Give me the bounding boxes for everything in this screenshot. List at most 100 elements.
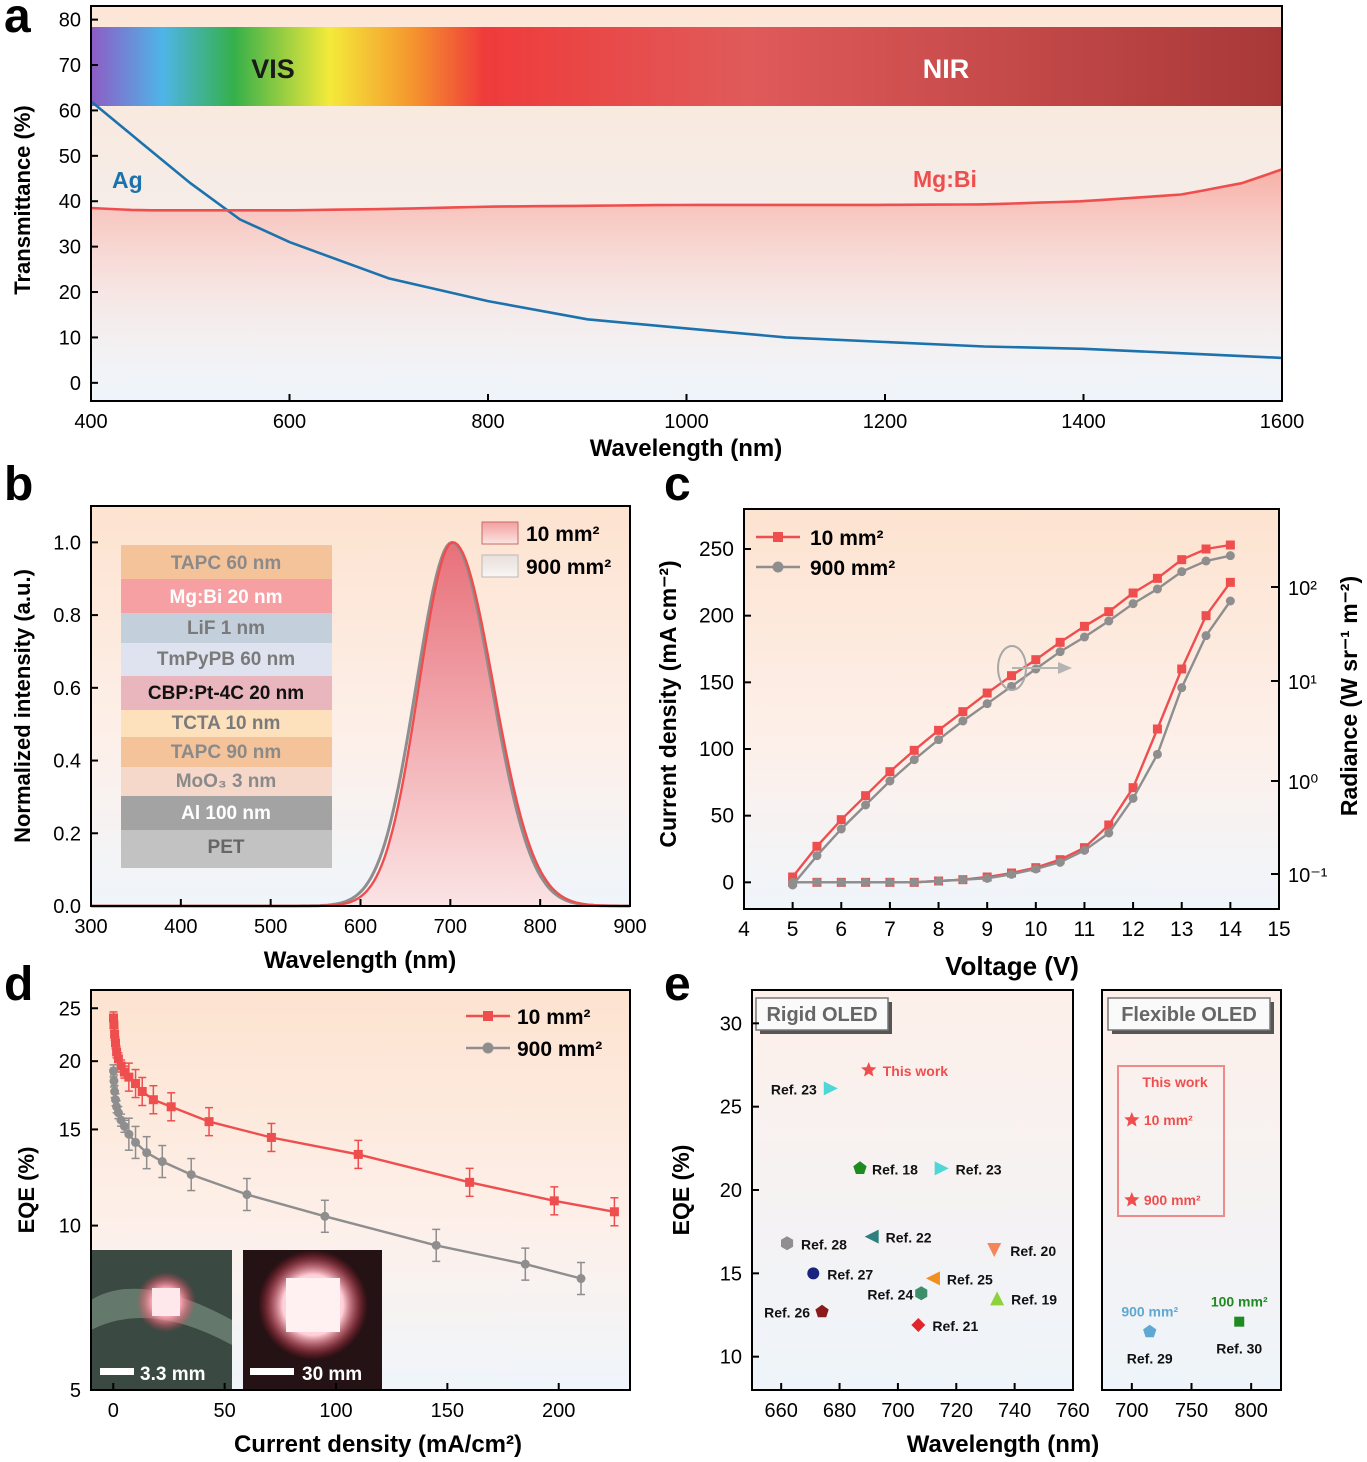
eqe-marker bbox=[110, 1029, 120, 1039]
current-marker bbox=[1201, 556, 1211, 566]
point-label: Ref. 18 bbox=[872, 1161, 918, 1177]
panel-c-xtick-label: 12 bbox=[1121, 918, 1144, 941]
triangle-marker bbox=[823, 1081, 838, 1096]
rigid-title: Rigid OLED bbox=[766, 1004, 877, 1026]
eqe-marker bbox=[108, 1013, 118, 1023]
panel-e-rigid-xtick-label: 740 bbox=[998, 1400, 1031, 1422]
eqe-marker bbox=[124, 1129, 134, 1139]
eqe-marker bbox=[166, 1102, 176, 1112]
eqe-marker bbox=[131, 1079, 141, 1089]
eqe-marker bbox=[112, 1047, 122, 1057]
panel-e-rigid-ytick-label: 15 bbox=[720, 1263, 742, 1285]
panel-c-legend-900mm2: 900 mm² bbox=[810, 557, 895, 580]
stack-layer bbox=[121, 796, 332, 830]
panel-b-xtick-label: 300 bbox=[74, 916, 107, 938]
panel-c-ytick-label: 50 bbox=[711, 805, 734, 828]
device-photo-large: 30 mm bbox=[243, 1250, 382, 1389]
legend-marker-900mm2 bbox=[482, 1042, 494, 1054]
point-label: Ref. 20 bbox=[1010, 1243, 1056, 1259]
photo-small-device bbox=[152, 1288, 180, 1316]
radiance-marker bbox=[788, 877, 798, 887]
radiance-marker bbox=[836, 877, 846, 887]
panel-a-ytick-label: 60 bbox=[59, 100, 81, 122]
eqe-marker bbox=[157, 1157, 167, 1167]
point-label: This work bbox=[883, 1063, 949, 1079]
stack-layer-label: TCTA 10 nm bbox=[172, 713, 281, 734]
panel-e-rigid-xtick-label: 760 bbox=[1056, 1400, 1089, 1422]
panel-c-xtick-label: 14 bbox=[1219, 918, 1243, 941]
panel-e-flex-xtick-label: 700 bbox=[1115, 1400, 1148, 1422]
panel-d: 10 mm² 900 mm² 3.3 mm 30 mm 0 50 100 150 200… bbox=[14, 989, 631, 1458]
current-marker bbox=[934, 735, 944, 745]
point-label: Ref. 22 bbox=[886, 1230, 932, 1246]
ag-series-label: Ag bbox=[112, 167, 143, 193]
eqe-marker bbox=[353, 1149, 363, 1159]
current-marker bbox=[1177, 567, 1187, 577]
point-label: Ref. 29 bbox=[1127, 1351, 1173, 1367]
eqe-marker bbox=[431, 1240, 441, 1250]
panel-b-xtick-label: 600 bbox=[344, 916, 377, 938]
panel-a-ytick-label: 50 bbox=[59, 146, 81, 168]
indicator-arrowhead bbox=[1058, 662, 1072, 674]
stack-layer-label: PET bbox=[208, 837, 245, 858]
panel-a-xtick-label: 1200 bbox=[863, 411, 908, 433]
panel-a-xtick-label: 400 bbox=[74, 411, 107, 433]
stack-layer bbox=[121, 737, 332, 767]
panel-d-legend-900mm2: 900 mm² bbox=[517, 1038, 602, 1061]
stack-layer bbox=[121, 710, 332, 737]
panel-c-legend-10mm2: 10 mm² bbox=[810, 527, 884, 550]
panel-d-xtick-label: 200 bbox=[542, 1400, 575, 1422]
panel-d-legend-10mm2: 10 mm² bbox=[517, 1006, 591, 1029]
eqe-marker bbox=[108, 1066, 118, 1076]
current-marker bbox=[1079, 621, 1089, 631]
point-label: 10 mm² bbox=[1144, 1112, 1193, 1128]
radiance-marker bbox=[934, 876, 944, 886]
panel-c-frame bbox=[743, 508, 1280, 910]
panel-b-ylabel: Normalized intensity (a.u.) bbox=[10, 569, 35, 843]
panel-d-ylabel: EQE (%) bbox=[14, 1147, 39, 1234]
panel-b-xtick-label: 700 bbox=[434, 916, 467, 938]
eqe-marker bbox=[137, 1087, 147, 1097]
panel-c-y2tick-label: 10² bbox=[1288, 578, 1317, 600]
panel-e-rigid-ytick-label: 10 bbox=[720, 1347, 742, 1369]
current-marker bbox=[1104, 607, 1114, 617]
legend-marker-10mm2 bbox=[483, 1011, 493, 1021]
radiance-marker bbox=[1055, 857, 1065, 867]
flexible-this-work-label: This work bbox=[1142, 1074, 1208, 1090]
current-marker bbox=[1225, 551, 1235, 561]
eqe-marker bbox=[549, 1196, 559, 1206]
point-label: Ref. 28 bbox=[801, 1236, 847, 1252]
stack-layer-label: MoO₃ 3 nm bbox=[176, 771, 277, 792]
eqe-marker bbox=[109, 1076, 119, 1086]
panel-a-ytick-label: 40 bbox=[59, 191, 81, 213]
current-marker bbox=[1201, 544, 1211, 554]
eqe-marker bbox=[142, 1148, 152, 1158]
panel-d-xtick-label: 150 bbox=[431, 1400, 464, 1422]
panel-a-xtick-label: 1600 bbox=[1260, 411, 1305, 433]
current-marker bbox=[1177, 555, 1187, 565]
panel-d-xlabel: Current density (mA/cm²) bbox=[234, 1431, 522, 1458]
current-marker bbox=[836, 824, 846, 834]
panel-c-ytick-label: 100 bbox=[699, 738, 734, 761]
panel-c-xtick-label: 4 bbox=[738, 918, 750, 941]
rigid-title-box: Rigid OLED bbox=[755, 997, 892, 1034]
point-label: Ref. 23 bbox=[956, 1161, 1002, 1177]
panel-c-xtick-label: 13 bbox=[1170, 918, 1193, 941]
panel-d-ytick-label: 25 bbox=[59, 998, 81, 1020]
current-marker bbox=[836, 815, 846, 825]
radiance-marker bbox=[1152, 749, 1162, 759]
point-label: Ref. 23 bbox=[771, 1081, 817, 1097]
vis-label: VIS bbox=[251, 54, 295, 84]
panel-c-xtick-label: 7 bbox=[884, 918, 896, 941]
radiance-marker bbox=[1177, 683, 1187, 693]
radiance-marker bbox=[1128, 793, 1138, 803]
scale-bar-large bbox=[250, 1368, 294, 1375]
eqe-marker bbox=[242, 1190, 252, 1200]
panel-b-xtick-label: 900 bbox=[613, 916, 646, 938]
panel-c-xtick-label: 15 bbox=[1267, 918, 1290, 941]
stack-layer bbox=[121, 676, 332, 710]
radiance-marker bbox=[1104, 828, 1114, 838]
point-label: Ref. 21 bbox=[932, 1318, 978, 1334]
point-label: Ref. 27 bbox=[827, 1266, 873, 1282]
